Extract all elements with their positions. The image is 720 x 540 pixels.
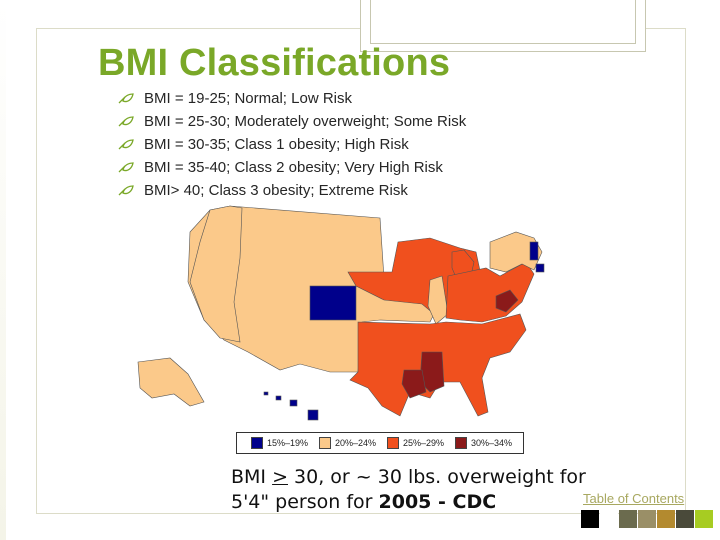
map-legend: 15%–19% 20%–24% 25%–29% 30%–34% xyxy=(236,432,524,454)
legend-label: 15%–19% xyxy=(267,438,309,448)
color-swatch xyxy=(581,510,599,528)
color-swatch xyxy=(714,510,720,528)
bullet-text: BMI = 35-40; Class 2 obesity; Very High … xyxy=(144,159,443,176)
caption-text: 30, or ~ 30 lbs. overweight for xyxy=(288,466,586,488)
map-state-hawaii xyxy=(263,391,319,421)
leaf-bullet-icon xyxy=(118,92,134,103)
map-region-east xyxy=(445,261,535,323)
legend-swatch xyxy=(319,437,331,449)
color-swatch xyxy=(600,510,618,528)
bullet-item: BMI = 25-30; Moderately overweight; Some… xyxy=(118,110,466,133)
map-region-pacific xyxy=(189,205,243,343)
caption-line-2: 5'4" person for 2005 - CDC xyxy=(231,490,586,515)
color-swatch xyxy=(676,510,694,528)
color-swatch xyxy=(657,510,675,528)
caption-text: BMI xyxy=(231,466,273,488)
bullet-item: BMI = 19-25; Normal; Low Risk xyxy=(118,87,466,110)
bullet-item: BMI> 40; Class 3 obesity; Extreme Risk xyxy=(118,179,466,202)
legend-swatch xyxy=(387,437,399,449)
bullet-text: BMI> 40; Class 3 obesity; Extreme Risk xyxy=(144,182,408,199)
map-state-connecticut xyxy=(535,263,545,273)
slide-title: BMI Classifications xyxy=(98,42,451,84)
leaf-bullet-icon xyxy=(118,161,134,172)
map-state-louisiana xyxy=(401,369,427,399)
leaf-bullet-icon xyxy=(118,138,134,149)
map-state-west-virginia xyxy=(495,289,519,313)
caption-bold-source: 2005 - CDC xyxy=(378,491,497,513)
leaf-bullet-icon xyxy=(118,115,134,126)
bullet-item: BMI = 35-40; Class 2 obesity; Very High … xyxy=(118,156,466,179)
theme-color-strip xyxy=(581,510,720,528)
caption-gt-symbol: > xyxy=(272,466,288,488)
color-swatch xyxy=(638,510,656,528)
legend-item: 15%–19% xyxy=(251,437,313,449)
bullet-item: BMI = 30-35; Class 1 obesity; High Risk xyxy=(118,133,466,156)
leaf-bullet-icon xyxy=(118,184,134,195)
legend-label: 30%–34% xyxy=(471,438,513,448)
map-state-illinois xyxy=(427,275,449,325)
bullet-text: BMI = 30-35; Class 1 obesity; High Risk xyxy=(144,136,409,153)
map-state-colorado xyxy=(309,285,357,321)
legend-item: 25%–29% xyxy=(387,437,449,449)
legend-item: 20%–24% xyxy=(319,437,381,449)
bullet-list: BMI = 19-25; Normal; Low Risk BMI = 25-3… xyxy=(118,87,466,202)
legend-swatch xyxy=(251,437,263,449)
slide-caption: BMI > 30, or ~ 30 lbs. overweight for 5'… xyxy=(231,465,586,515)
bullet-text: BMI = 19-25; Normal; Low Risk xyxy=(144,90,352,107)
map-region-northeast xyxy=(489,231,543,273)
color-swatch xyxy=(695,510,713,528)
map-state-alaska xyxy=(137,357,205,407)
legend-item: 30%–34% xyxy=(455,437,517,449)
bullet-text: BMI = 25-30; Moderately overweight; Some… xyxy=(144,113,467,130)
caption-line-1: BMI > 30, or ~ 30 lbs. overweight for xyxy=(231,465,586,490)
table-of-contents-link[interactable]: Table of Contents xyxy=(583,491,685,506)
legend-swatch xyxy=(455,437,467,449)
color-swatch xyxy=(619,510,637,528)
us-obesity-map xyxy=(137,205,545,421)
legend-label: 25%–29% xyxy=(403,438,445,448)
legend-label: 20%–24% xyxy=(335,438,377,448)
left-gradient xyxy=(0,0,6,540)
decorative-tab-inner xyxy=(370,0,636,44)
caption-text: 5'4" person for xyxy=(231,491,379,513)
map-state-vermont xyxy=(529,241,539,261)
